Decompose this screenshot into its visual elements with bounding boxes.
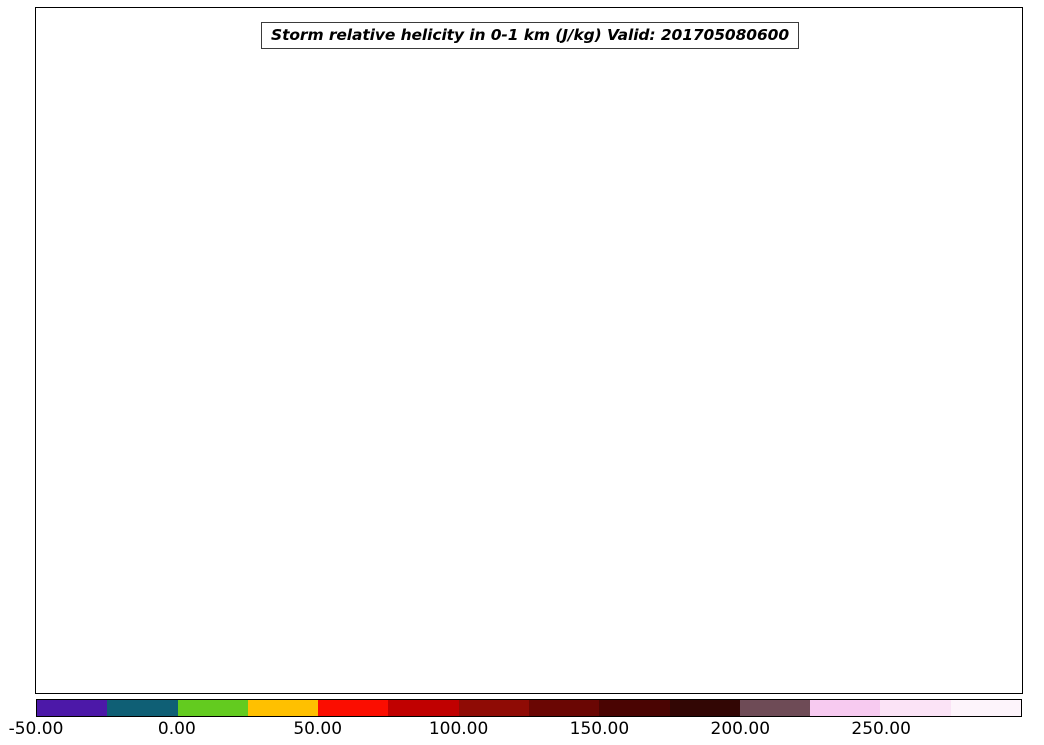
colorbar-segment <box>388 700 459 716</box>
colorbar-tick-label: 50.00 <box>293 719 343 739</box>
colorbar-segment <box>177 700 248 716</box>
colorbar-segment <box>318 700 389 716</box>
colorbar-segment <box>810 700 881 716</box>
colorbar-segment <box>107 700 178 716</box>
colorbar-segment <box>247 700 319 716</box>
colorbar-segment <box>528 700 600 716</box>
colorbar-segment <box>950 700 1021 716</box>
colorbar-tick-label: 250.00 <box>851 719 911 739</box>
colorbar <box>36 699 1022 717</box>
colorbar-segment <box>599 700 670 716</box>
colorbar-segment <box>880 700 951 716</box>
colorbar-tick-label: 200.00 <box>710 719 771 739</box>
helicity-heatmap-canvas <box>36 8 1022 693</box>
colorbar-segment <box>458 700 529 716</box>
colorbar-tick-label: 100.00 <box>428 719 489 739</box>
colorbar-tick-label: -50.00 <box>8 719 64 739</box>
colorbar-tick-label: 0.00 <box>157 719 196 739</box>
colorbar-segment <box>739 700 811 716</box>
map-title: Storm relative helicity in 0-1 km (J/kg)… <box>261 22 800 49</box>
colorbar-tick-label: 150.00 <box>569 719 630 739</box>
colorbar-segment <box>37 700 108 716</box>
colorbar-segment <box>669 700 740 716</box>
colorbar-tick-labels: -50.00 0.00 50.00 100.00 150.00 200.00 250.00 <box>9 719 1022 743</box>
map-axes <box>35 7 1023 694</box>
